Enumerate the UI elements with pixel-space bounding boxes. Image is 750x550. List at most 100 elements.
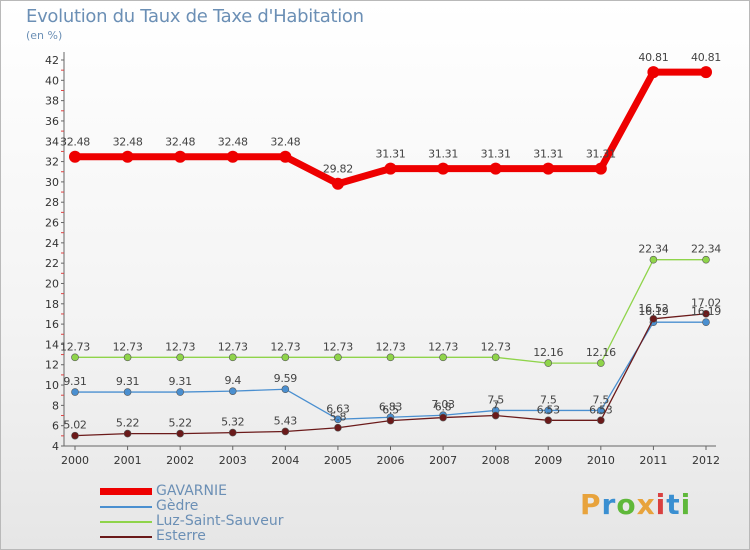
data-label: 5.43 — [274, 414, 298, 427]
data-point — [71, 431, 79, 440]
legend-item: Esterre — [100, 529, 283, 544]
data-label: 29.82 — [323, 163, 353, 176]
data-point — [228, 353, 237, 362]
data-label: 16.52 — [638, 302, 668, 315]
data-label: 9.31 — [169, 375, 192, 388]
y-tick-label: 30 — [45, 176, 59, 189]
data-point — [649, 255, 658, 264]
data-point — [702, 255, 710, 264]
data-point — [544, 406, 553, 415]
x-tick-label: 2005 — [324, 454, 352, 467]
y-tick-label: 24 — [45, 237, 59, 250]
data-label: 16.19 — [638, 305, 668, 318]
data-point — [700, 66, 712, 79]
y-tick-label: 16 — [45, 318, 59, 331]
legend-item: Gèdre — [100, 499, 283, 514]
legend-item: Luz-Saint-Sauveur — [100, 514, 283, 529]
data-label: 31.31 — [533, 148, 563, 161]
legend-label: Luz-Saint-Sauveur — [156, 513, 284, 529]
x-tick-label: 2011 — [639, 454, 667, 467]
data-label: 7.5 — [540, 393, 557, 406]
data-point — [176, 353, 184, 362]
data-label: 9.4 — [224, 374, 241, 387]
x-tick-label: 2009 — [534, 454, 562, 467]
data-label: 5.02 — [63, 419, 86, 432]
x-tick-label: 2006 — [377, 454, 405, 467]
x-tick-label: 2000 — [61, 454, 89, 467]
data-point — [439, 413, 447, 422]
data-label: 12.73 — [165, 340, 195, 353]
data-point — [384, 162, 397, 175]
data-point — [121, 150, 134, 163]
data-label: 32.48 — [270, 136, 300, 149]
data-point — [491, 411, 500, 420]
data-label: 12.16 — [586, 346, 616, 359]
data-point — [174, 150, 187, 163]
logo-letter: r — [601, 488, 617, 521]
data-point — [331, 177, 344, 190]
data-label: 31.31 — [376, 148, 406, 161]
logo-letter: x — [636, 488, 656, 521]
data-label: 6.83 — [379, 400, 403, 413]
data-point — [386, 416, 395, 425]
y-tick-label: 38 — [45, 95, 59, 108]
data-label: 6.8 — [435, 401, 452, 414]
data-point — [597, 416, 605, 425]
data-point — [542, 162, 555, 175]
data-point — [647, 66, 660, 79]
data-label: 17.02 — [691, 297, 721, 310]
legend: GAVARNIE Gèdre Luz-Saint-Sauveur Esterre — [100, 484, 283, 544]
data-label: 7 — [492, 399, 499, 412]
data-label: 12.73 — [113, 340, 143, 353]
data-label: 6.63 — [326, 402, 350, 415]
data-label: 12.73 — [481, 340, 511, 353]
legend-swatch — [100, 535, 152, 538]
y-tick-label: 34 — [45, 135, 59, 148]
data-label: 5.8 — [330, 411, 347, 424]
y-tick-label: 28 — [45, 196, 59, 209]
data-point — [281, 353, 290, 362]
data-label: 12.73 — [376, 340, 406, 353]
data-point — [334, 353, 342, 362]
data-point — [386, 353, 395, 362]
y-tick-label: 42 — [45, 54, 59, 67]
data-point — [702, 309, 710, 318]
x-tick-label: 2003 — [219, 454, 247, 467]
x-tick-label: 2007 — [429, 454, 457, 467]
data-point — [228, 387, 237, 395]
data-label: 7.5 — [593, 393, 610, 406]
data-point — [176, 429, 184, 438]
data-label: 32.48 — [165, 136, 195, 149]
y-tick-label: 22 — [45, 257, 59, 270]
data-label: 31.31 — [428, 148, 458, 161]
data-point — [281, 385, 290, 394]
x-tick-label: 2010 — [587, 454, 615, 467]
x-tick-label: 2004 — [271, 454, 299, 467]
data-label: 40.81 — [638, 51, 668, 64]
data-label: 22.34 — [691, 243, 721, 256]
data-point — [123, 388, 132, 396]
data-label: 9.31 — [116, 375, 139, 388]
data-label: 6.53 — [589, 403, 613, 416]
x-tick-label: 2008 — [482, 454, 510, 467]
legend-swatch — [100, 505, 152, 508]
data-point — [544, 359, 553, 367]
logo-letter: o — [616, 488, 637, 521]
y-tick-label: 14 — [45, 338, 59, 351]
data-label: 6.5 — [382, 404, 399, 417]
data-point — [544, 416, 553, 425]
y-tick-label: 26 — [45, 217, 59, 230]
data-label: 5.22 — [169, 417, 192, 430]
data-label: 22.34 — [638, 243, 668, 256]
data-point — [71, 353, 79, 362]
data-label: 40.81 — [691, 51, 721, 64]
y-tick-label: 12 — [45, 359, 59, 372]
data-point — [281, 427, 290, 436]
data-label: 5.22 — [116, 417, 139, 430]
y-tick-label: 18 — [45, 298, 59, 311]
data-label: 16.19 — [691, 305, 721, 318]
data-point — [597, 406, 605, 415]
y-tick-label: 4 — [52, 440, 59, 453]
data-point — [489, 162, 502, 175]
